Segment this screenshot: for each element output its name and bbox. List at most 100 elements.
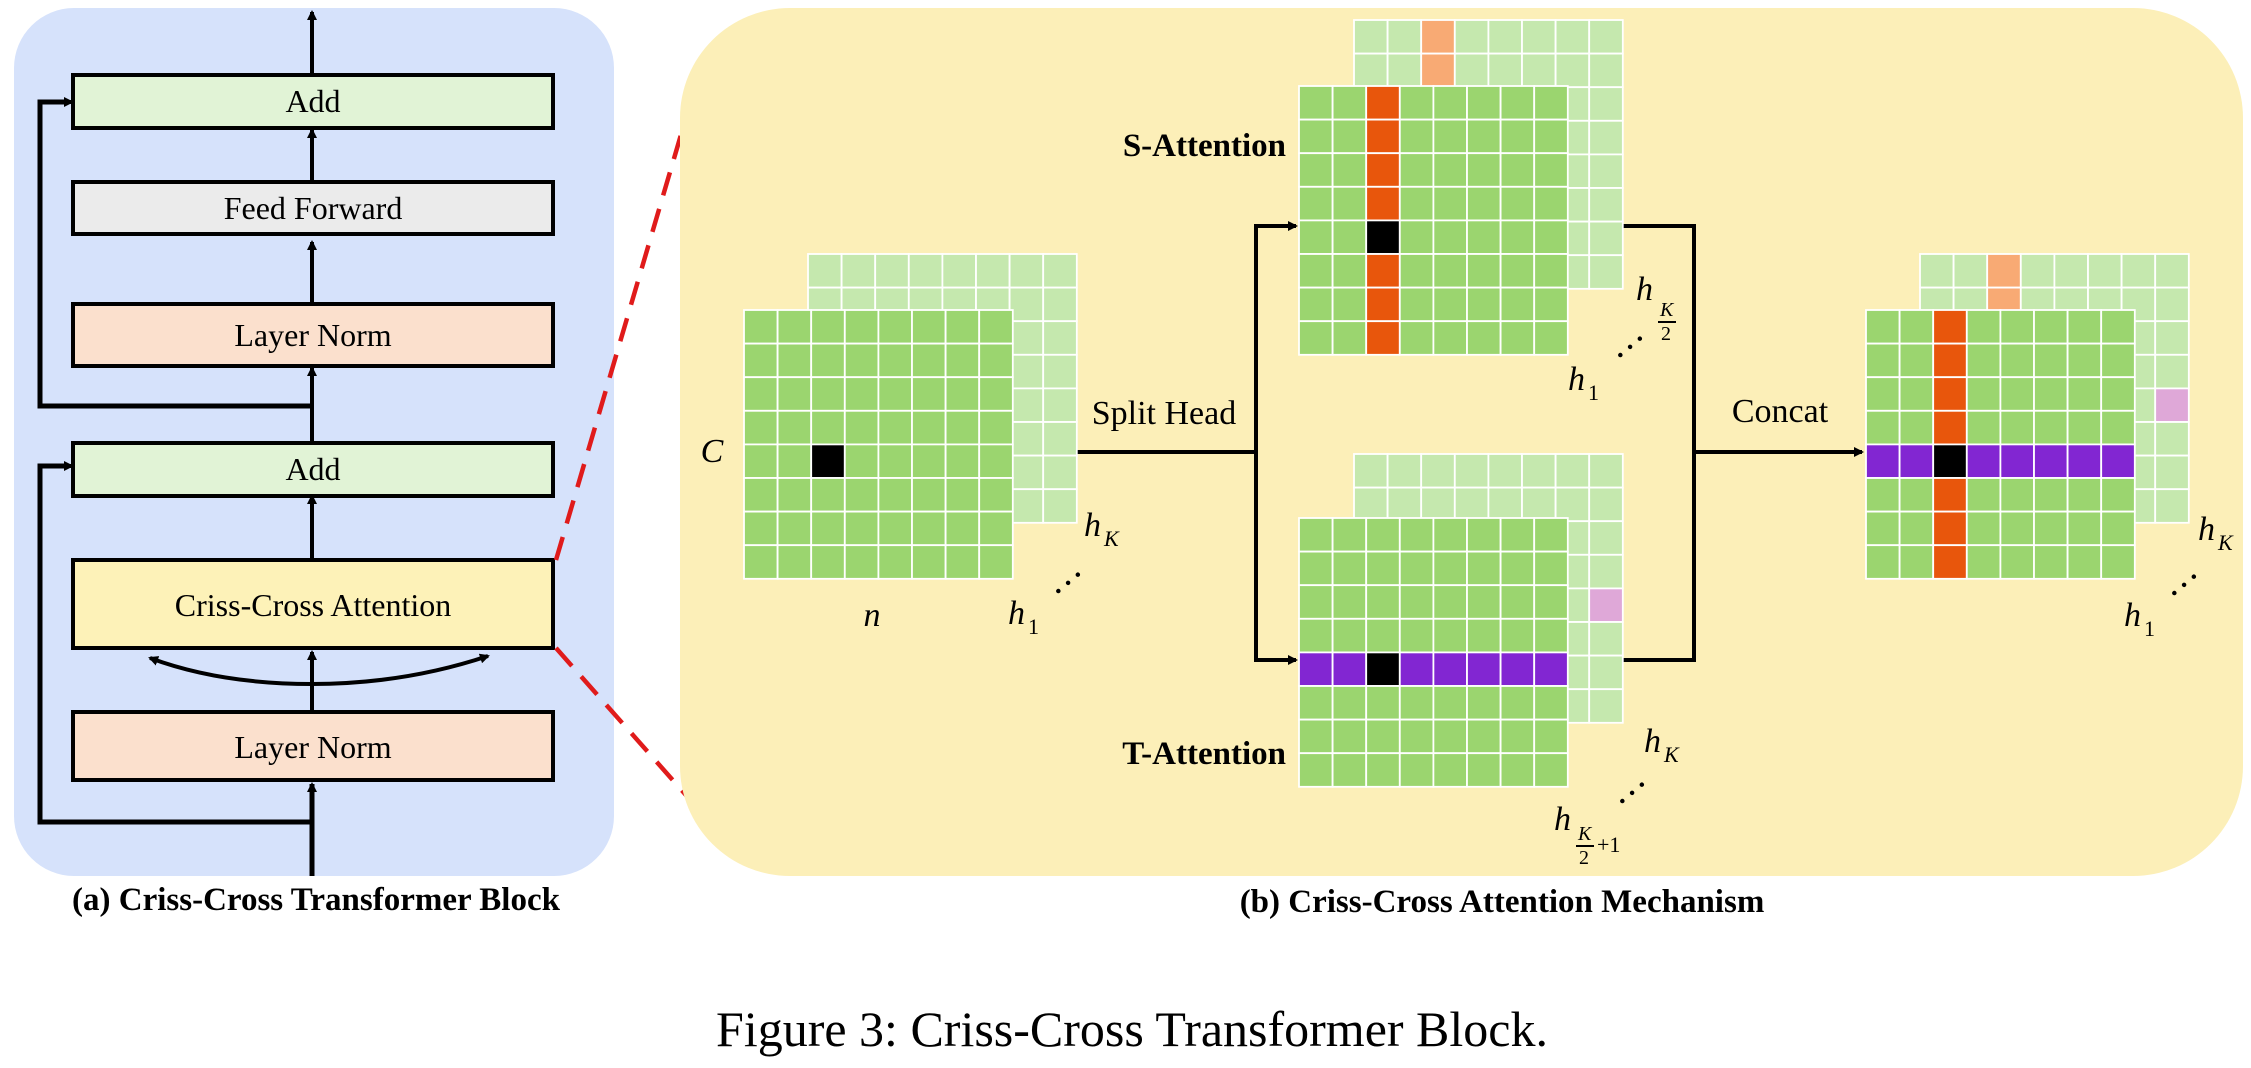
grid-cell bbox=[1331, 286, 1368, 323]
grid-cell bbox=[1386, 453, 1423, 489]
svg-text:h: h bbox=[2198, 511, 2215, 548]
grid-cell bbox=[1865, 409, 1901, 446]
grid-cell bbox=[944, 544, 981, 580]
grid-cell bbox=[1398, 185, 1435, 222]
grid-cell bbox=[1554, 19, 1591, 55]
grid-cell bbox=[1999, 443, 2035, 479]
grid-cell bbox=[1466, 517, 1502, 553]
grid-cell bbox=[743, 376, 779, 412]
grid-cell bbox=[776, 477, 813, 513]
grid-cell bbox=[944, 510, 981, 547]
grid-cell bbox=[1008, 387, 1045, 423]
grid-cell bbox=[944, 409, 981, 446]
svg-text:h: h bbox=[1568, 361, 1585, 398]
grid-cell bbox=[1331, 219, 1368, 255]
grid-cell bbox=[2066, 409, 2103, 446]
grid-cell bbox=[1331, 152, 1368, 188]
grid-cell bbox=[1298, 752, 1334, 788]
grid-cell bbox=[810, 544, 846, 580]
grid-cell bbox=[1042, 454, 1078, 491]
grid-cell bbox=[1999, 409, 2035, 446]
grid-cell bbox=[1365, 85, 1401, 121]
grid-cell bbox=[1398, 219, 1435, 255]
grid-cell bbox=[1298, 286, 1334, 323]
grid-cell bbox=[1466, 219, 1502, 255]
grid-cell bbox=[1453, 52, 1490, 89]
grid-cell bbox=[1865, 544, 1901, 580]
grid-cell bbox=[1588, 553, 1624, 590]
grid-cell bbox=[1588, 486, 1624, 523]
grid-cell bbox=[911, 376, 947, 412]
grid-cell bbox=[877, 309, 913, 345]
grid-cell bbox=[2100, 443, 2136, 479]
grid-cell bbox=[1898, 309, 1935, 345]
grid-cell bbox=[1499, 219, 1536, 255]
grid-cell bbox=[2066, 443, 2103, 479]
grid-cell bbox=[1965, 477, 2002, 513]
grid-cell bbox=[1965, 309, 2002, 345]
grid-cell bbox=[2100, 309, 2136, 345]
t-attention-label: T-Attention bbox=[1122, 736, 1286, 772]
grid-cell bbox=[1365, 286, 1401, 323]
grid-cell bbox=[1365, 651, 1401, 687]
grid-cell bbox=[1365, 550, 1401, 587]
grid-cell bbox=[1042, 421, 1078, 457]
grid-cell bbox=[743, 510, 779, 547]
grid-cell bbox=[1365, 517, 1401, 553]
grid-cell bbox=[1432, 685, 1468, 721]
grid-cell bbox=[1588, 19, 1624, 55]
grid-cell bbox=[1466, 718, 1502, 755]
grid-cell bbox=[1331, 185, 1368, 222]
attention-curve-arrow-right bbox=[311, 653, 490, 686]
grid-cell bbox=[1432, 185, 1468, 222]
grid-cell bbox=[1533, 118, 1569, 155]
grid-cell bbox=[1932, 309, 1968, 345]
panel-b-caption: (b) Criss-Cross Attention Mechanism bbox=[1240, 884, 1765, 920]
grid-cell bbox=[1298, 584, 1334, 620]
grid-cell bbox=[1386, 52, 1423, 89]
grid-cell bbox=[840, 253, 877, 289]
grid-cell bbox=[1298, 517, 1334, 553]
svg-text:1: 1 bbox=[1028, 614, 1039, 639]
grid-cell bbox=[1398, 517, 1435, 553]
grid-cell bbox=[1533, 550, 1569, 587]
grid-cell bbox=[1298, 185, 1334, 222]
grid-cell bbox=[810, 510, 846, 547]
grid-cell bbox=[2154, 253, 2190, 289]
grid-cell bbox=[1466, 118, 1502, 155]
output-head-label-h1: h 1 bbox=[2124, 597, 2155, 641]
grid-cell bbox=[1331, 685, 1368, 721]
grid-cell bbox=[1588, 52, 1624, 89]
grid-cell bbox=[911, 443, 947, 479]
grid-cell bbox=[1499, 320, 1536, 356]
grid-cell bbox=[1898, 409, 1935, 446]
grid-cell bbox=[1466, 752, 1502, 788]
split-head-label: Split Head bbox=[1092, 395, 1236, 432]
svg-text:Add: Add bbox=[285, 83, 340, 119]
grid-cell bbox=[1398, 550, 1435, 587]
grid-cell bbox=[1554, 52, 1591, 89]
grid-cell bbox=[1533, 185, 1569, 222]
grid-cell bbox=[1008, 454, 1045, 491]
grid-cell bbox=[1398, 752, 1435, 788]
grid-cell bbox=[1499, 85, 1536, 121]
grid-cell bbox=[1499, 550, 1536, 587]
grid-cell bbox=[1008, 353, 1045, 390]
grid-cell bbox=[1398, 320, 1435, 356]
grid-cell bbox=[1999, 510, 2035, 547]
zoom-line-top bbox=[553, 69, 703, 561]
grid-cell bbox=[1932, 443, 1968, 479]
grid-cell bbox=[911, 477, 947, 513]
grid-cell bbox=[1365, 185, 1401, 222]
svg-text:K: K bbox=[1577, 823, 1593, 845]
grid-cell bbox=[1898, 376, 1935, 412]
grid-cell bbox=[1331, 752, 1368, 788]
grid-cell bbox=[1398, 286, 1435, 323]
grid-cell bbox=[1533, 651, 1569, 687]
grid-cell bbox=[1898, 443, 1935, 479]
grid-cell bbox=[1432, 85, 1468, 121]
grid-cell bbox=[1487, 52, 1523, 89]
grid-cell bbox=[1588, 254, 1624, 290]
grid-cell bbox=[1432, 320, 1468, 356]
